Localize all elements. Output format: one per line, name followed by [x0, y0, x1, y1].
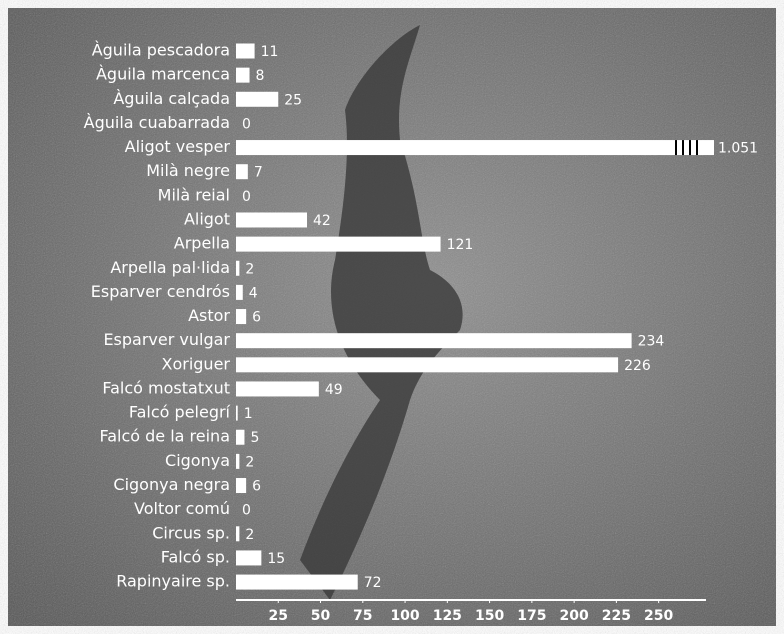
value-label: 6 [252, 479, 261, 495]
value-label: 15 [267, 551, 285, 567]
value-label: 1.051 [718, 141, 758, 157]
bar [236, 164, 248, 179]
x-tick-label: 50 [311, 608, 331, 624]
y-tick-label: Circus sp. [152, 523, 230, 542]
bar [236, 261, 239, 276]
y-tick-label: Rapinyaire sp. [116, 572, 230, 591]
y-tick-label: Falcó sp. [161, 547, 230, 566]
value-label: 11 [261, 44, 279, 60]
y-tick-label: Milà reial [158, 185, 230, 204]
bar [236, 550, 261, 565]
y-tick-label: Esparver vulgar [103, 330, 230, 349]
y-tick-label: Esparver cendrós [91, 282, 230, 301]
y-tick-label: Àguila marcenca [96, 65, 230, 84]
y-tick-label: Arpella pal·lida [110, 258, 230, 277]
y-tick-label: Aligot [184, 209, 230, 228]
y-tick-label: Falcó pelegrí [129, 403, 231, 422]
y-tick-label: Aligot vesper [125, 137, 231, 156]
x-tick-label: 250 [644, 608, 673, 624]
bar [236, 140, 784, 155]
y-tick-label: Astor [188, 306, 230, 325]
x-tick-label: 200 [560, 608, 589, 624]
bar [236, 92, 278, 107]
bar [236, 333, 632, 348]
value-label: 42 [313, 213, 331, 229]
x-tick-label: 100 [390, 608, 419, 624]
y-tick-label: Cigonya [165, 451, 230, 470]
y-tick-label: Falcó mostatxut [102, 378, 230, 397]
value-label: 0 [242, 503, 251, 519]
value-label: 5 [250, 430, 259, 446]
value-label: 8 [256, 68, 265, 84]
value-label: 2 [245, 261, 254, 277]
value-label: 2 [245, 527, 254, 543]
bar [236, 526, 239, 541]
bar [236, 478, 246, 493]
y-tick-label: Àguila calçada [113, 89, 230, 108]
y-tick-label: Àguila pescadora [92, 41, 230, 60]
value-label: 0 [242, 189, 251, 205]
y-tick-label: Xoriguer [162, 354, 231, 373]
y-tick-label: Voltor comú [134, 499, 230, 518]
bar [236, 454, 239, 469]
value-label: 226 [624, 358, 651, 374]
bar [236, 357, 618, 372]
y-tick-label: Milà negre [146, 161, 230, 180]
value-label: 234 [638, 334, 665, 350]
y-tick-label: Falcó de la reina [99, 427, 230, 446]
value-label: 1 [244, 406, 253, 422]
value-label: 2 [245, 454, 254, 470]
bar [236, 575, 358, 590]
x-tick-label: 150 [475, 608, 504, 624]
y-tick-label: Àguila cuabarrada [84, 113, 230, 132]
value-label: 25 [284, 92, 302, 108]
x-tick-label: 175 [517, 608, 546, 624]
value-label: 0 [242, 116, 251, 132]
bar [236, 285, 243, 300]
chart: 255075100125150175200225250Àguila pescad… [0, 0, 784, 634]
value-label: 4 [249, 285, 258, 301]
bar [236, 237, 441, 252]
x-tick-label: 75 [353, 608, 372, 624]
x-tick-label: 25 [269, 608, 288, 624]
bar [236, 406, 238, 421]
value-label: 49 [325, 382, 343, 398]
x-tick-label: 125 [433, 608, 462, 624]
value-label: 6 [252, 310, 261, 326]
bar [236, 381, 319, 396]
y-tick-label: Arpella [174, 234, 230, 253]
bar [236, 212, 307, 227]
y-tick-label: Cigonya negra [113, 475, 230, 494]
bar [236, 68, 250, 83]
value-label: 121 [447, 237, 474, 253]
bar [236, 44, 255, 59]
value-label: 7 [254, 165, 263, 181]
bar [236, 309, 246, 324]
value-label: 72 [364, 575, 382, 591]
x-tick-label: 225 [602, 608, 631, 624]
bar [236, 430, 244, 445]
